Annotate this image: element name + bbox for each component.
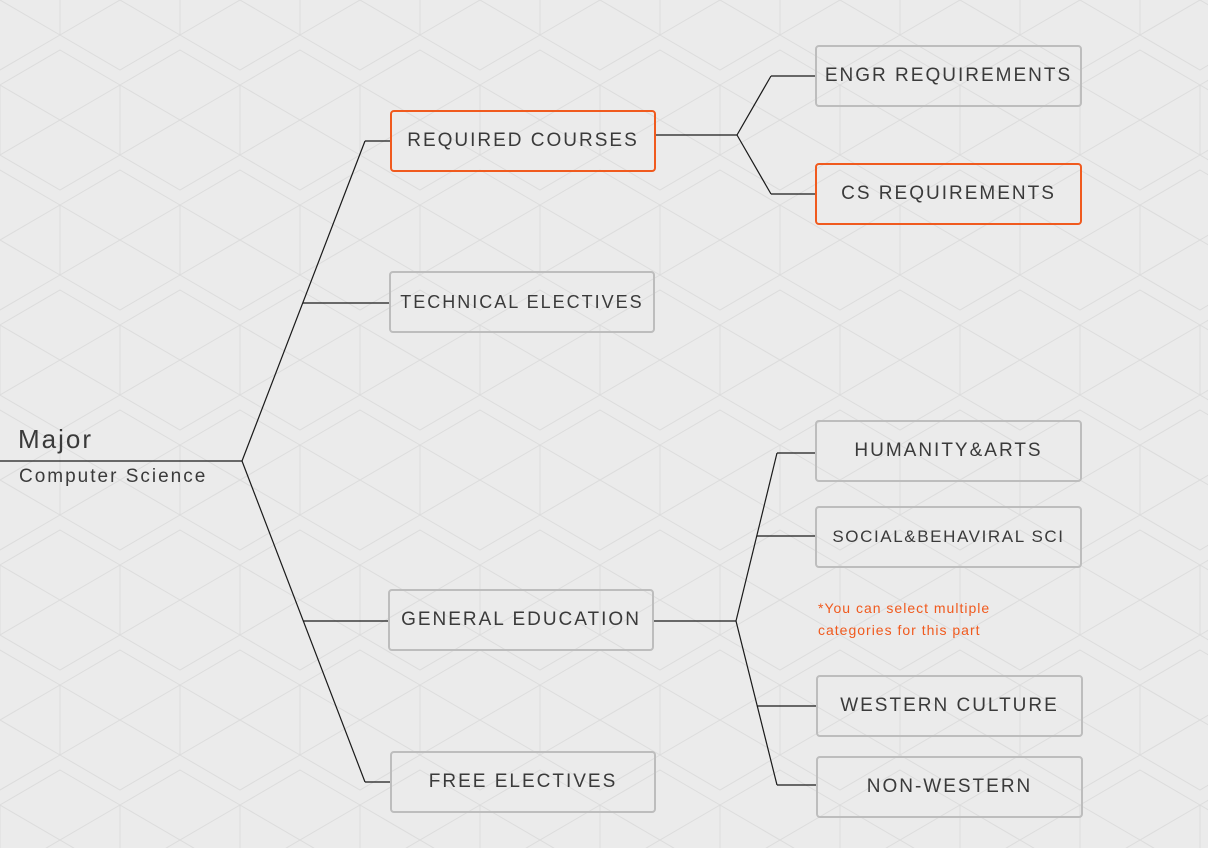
free-electives-node[interactable]: FREE ELECTIVES	[390, 751, 656, 813]
non-western-label: NON-WESTERN	[866, 776, 1033, 797]
western-culture-label: WESTERN CULTURE	[840, 695, 1059, 716]
technical-electives-node[interactable]: TECHNICAL ELECTIVES	[389, 271, 655, 333]
social-behavioral-label: SOCIAL&BEHAVIRAL SCI	[832, 527, 1065, 546]
multi-select-note: *You can select multiple categories for …	[818, 600, 991, 638]
general-education-node[interactable]: GENERAL EDUCATION	[388, 589, 654, 651]
non-western-node[interactable]: NON-WESTERN	[816, 756, 1083, 818]
required-courses-node[interactable]: REQUIRED COURSES	[390, 110, 656, 172]
root-title: Major	[18, 424, 94, 454]
free-electives-label: FREE ELECTIVES	[428, 771, 618, 792]
root-subtitle: Computer Science	[19, 466, 208, 487]
general-education-label: GENERAL EDUCATION	[401, 609, 641, 630]
cs-requirements-node[interactable]: CS REQUIREMENTS	[815, 163, 1082, 225]
western-culture-node[interactable]: WESTERN CULTURE	[816, 675, 1083, 737]
cs-requirements-label: CS REQUIREMENTS	[841, 183, 1056, 204]
engr-requirements-node[interactable]: ENGR REQUIREMENTS	[815, 45, 1082, 107]
engr-requirements-label: ENGR REQUIREMENTS	[824, 65, 1073, 86]
humanity-arts-label: HUMANITY&ARTS	[854, 440, 1043, 461]
technical-electives-label: TECHNICAL ELECTIVES	[400, 291, 644, 312]
humanity-arts-node[interactable]: HUMANITY&ARTS	[815, 420, 1082, 482]
social-behavioral-node[interactable]: SOCIAL&BEHAVIRAL SCI	[815, 506, 1082, 568]
required-courses-label: REQUIRED COURSES	[407, 130, 639, 151]
